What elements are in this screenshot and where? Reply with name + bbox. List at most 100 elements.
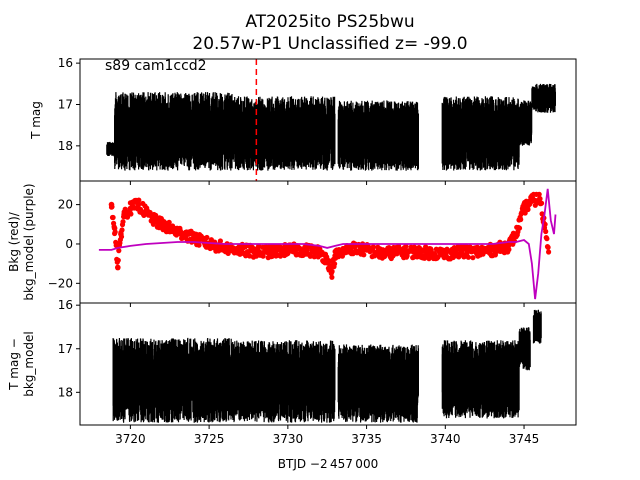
bkg-point: [544, 236, 550, 242]
bkg-point: [115, 257, 121, 263]
bkg-point: [458, 249, 464, 255]
bkg-point: [222, 245, 228, 251]
bkg-point: [539, 200, 545, 206]
bkg-point: [379, 251, 386, 257]
y-tick-label: 16: [58, 298, 73, 312]
y-axis-label-line: bkg_model: [22, 331, 36, 397]
bkg-point: [474, 249, 480, 255]
bkg-point: [537, 195, 543, 202]
bkg-point: [518, 216, 524, 223]
bkg-point: [196, 242, 202, 248]
y-axis-label-line: Bkg (red)/: [7, 211, 21, 272]
bkg-point: [167, 225, 173, 231]
light-curve-segment: [112, 337, 234, 423]
bkg-point: [182, 231, 189, 237]
bkg-point: [108, 201, 115, 208]
axes-frame: [79, 302, 577, 426]
chart-title-line2: 20.57w-P1 Unclassified z= -99.0: [192, 34, 467, 54]
x-tick-label: 3735: [351, 432, 382, 446]
y-axis-label-line: T mag −: [7, 338, 21, 391]
bkg-model-line: [98, 188, 557, 300]
bkg-point: [370, 244, 376, 250]
light-curve-segment: [518, 100, 533, 146]
bkg-point: [174, 229, 181, 235]
bkg-point: [516, 225, 523, 231]
bkg-point: [135, 201, 142, 208]
bkg-point: [190, 235, 197, 241]
bkg-point: [395, 249, 401, 255]
x-tick-label: 3730: [273, 432, 304, 446]
bkg-point: [470, 255, 476, 261]
y-axis-label: Bkg (red)/bkg_model (purple): [7, 183, 36, 300]
light-curve-segment: [532, 309, 542, 344]
bkg-point: [324, 256, 331, 263]
bkg-point: [119, 227, 125, 233]
bkg-point: [153, 212, 159, 218]
light-curve-segment: [531, 83, 556, 113]
bkg-point: [529, 197, 535, 204]
bkg-point: [128, 211, 134, 217]
bkg-point: [489, 247, 496, 253]
bkg-point: [115, 264, 121, 271]
bkg-point: [253, 249, 260, 255]
light-curve-segment: [441, 340, 520, 419]
bkg-point: [237, 247, 244, 253]
light-curve-segment: [232, 96, 336, 171]
y-tick-label: 18: [58, 139, 73, 153]
bkg-point: [332, 253, 338, 259]
light-curve-segment: [441, 96, 520, 171]
plot-area: [112, 309, 542, 423]
bkg-point: [539, 211, 545, 217]
bkg-point: [329, 268, 335, 275]
bkg-point: [143, 209, 149, 216]
y-tick-label: 18: [58, 385, 73, 399]
bkg-point: [411, 249, 417, 255]
light-curve-segment: [106, 141, 116, 157]
y-axis-label: T mag: [29, 101, 43, 140]
x-tick-label: 3720: [115, 432, 146, 446]
y-tick-label: 16: [58, 56, 73, 70]
bkg-point: [348, 245, 354, 251]
bkg-point: [316, 249, 323, 255]
bkg-point: [442, 251, 449, 257]
bkg-point: [285, 247, 291, 253]
bkg-point: [546, 249, 552, 255]
bkg-point: [307, 253, 313, 259]
bkg-point: [545, 244, 551, 250]
bkg-point: [505, 243, 512, 249]
x-axis-label: BTJD −2 457 000: [278, 457, 378, 471]
bkg-point: [363, 247, 370, 253]
panel-annotation: s89 cam1ccd2: [105, 58, 207, 74]
bkg-point: [521, 205, 527, 212]
y-tick-label: 0: [65, 237, 73, 251]
y-tick-label: 17: [58, 342, 73, 356]
bkg-point: [247, 253, 253, 259]
bkg-point: [111, 225, 118, 231]
chart-title-line1: AT2025ito PS25bwu: [245, 12, 414, 32]
y-axis-label-line: T mag: [29, 101, 43, 140]
bkg-point: [543, 228, 549, 235]
bkg-point: [536, 191, 542, 197]
plot-area: [98, 188, 557, 300]
bkg-point: [151, 217, 157, 224]
bkg-point: [340, 249, 346, 255]
y-tick-label: 17: [58, 97, 73, 111]
light-curve-segment: [337, 344, 419, 423]
bkg-point: [332, 261, 338, 267]
bkg-point: [217, 238, 223, 244]
y-tick-label: 20: [58, 198, 73, 212]
y-tick-label: −20: [48, 276, 73, 290]
bkg-point: [465, 254, 471, 260]
x-tick-label: 3725: [194, 432, 225, 446]
panel-middle: −20 0 20 Bkg (red)/bkg_model (purple): [7, 180, 577, 307]
panel-bottom: 16 17 18 3720 3725 3730 3735 3740 3745 T mag −bkg…: [7, 298, 577, 446]
bkg-point: [361, 252, 367, 258]
light-curve-segment: [337, 100, 419, 171]
plot-area: [106, 59, 556, 181]
bkg-point: [116, 248, 122, 254]
light-curve-segment: [518, 327, 531, 371]
bkg-point: [127, 205, 134, 212]
bkg-point: [311, 254, 317, 260]
